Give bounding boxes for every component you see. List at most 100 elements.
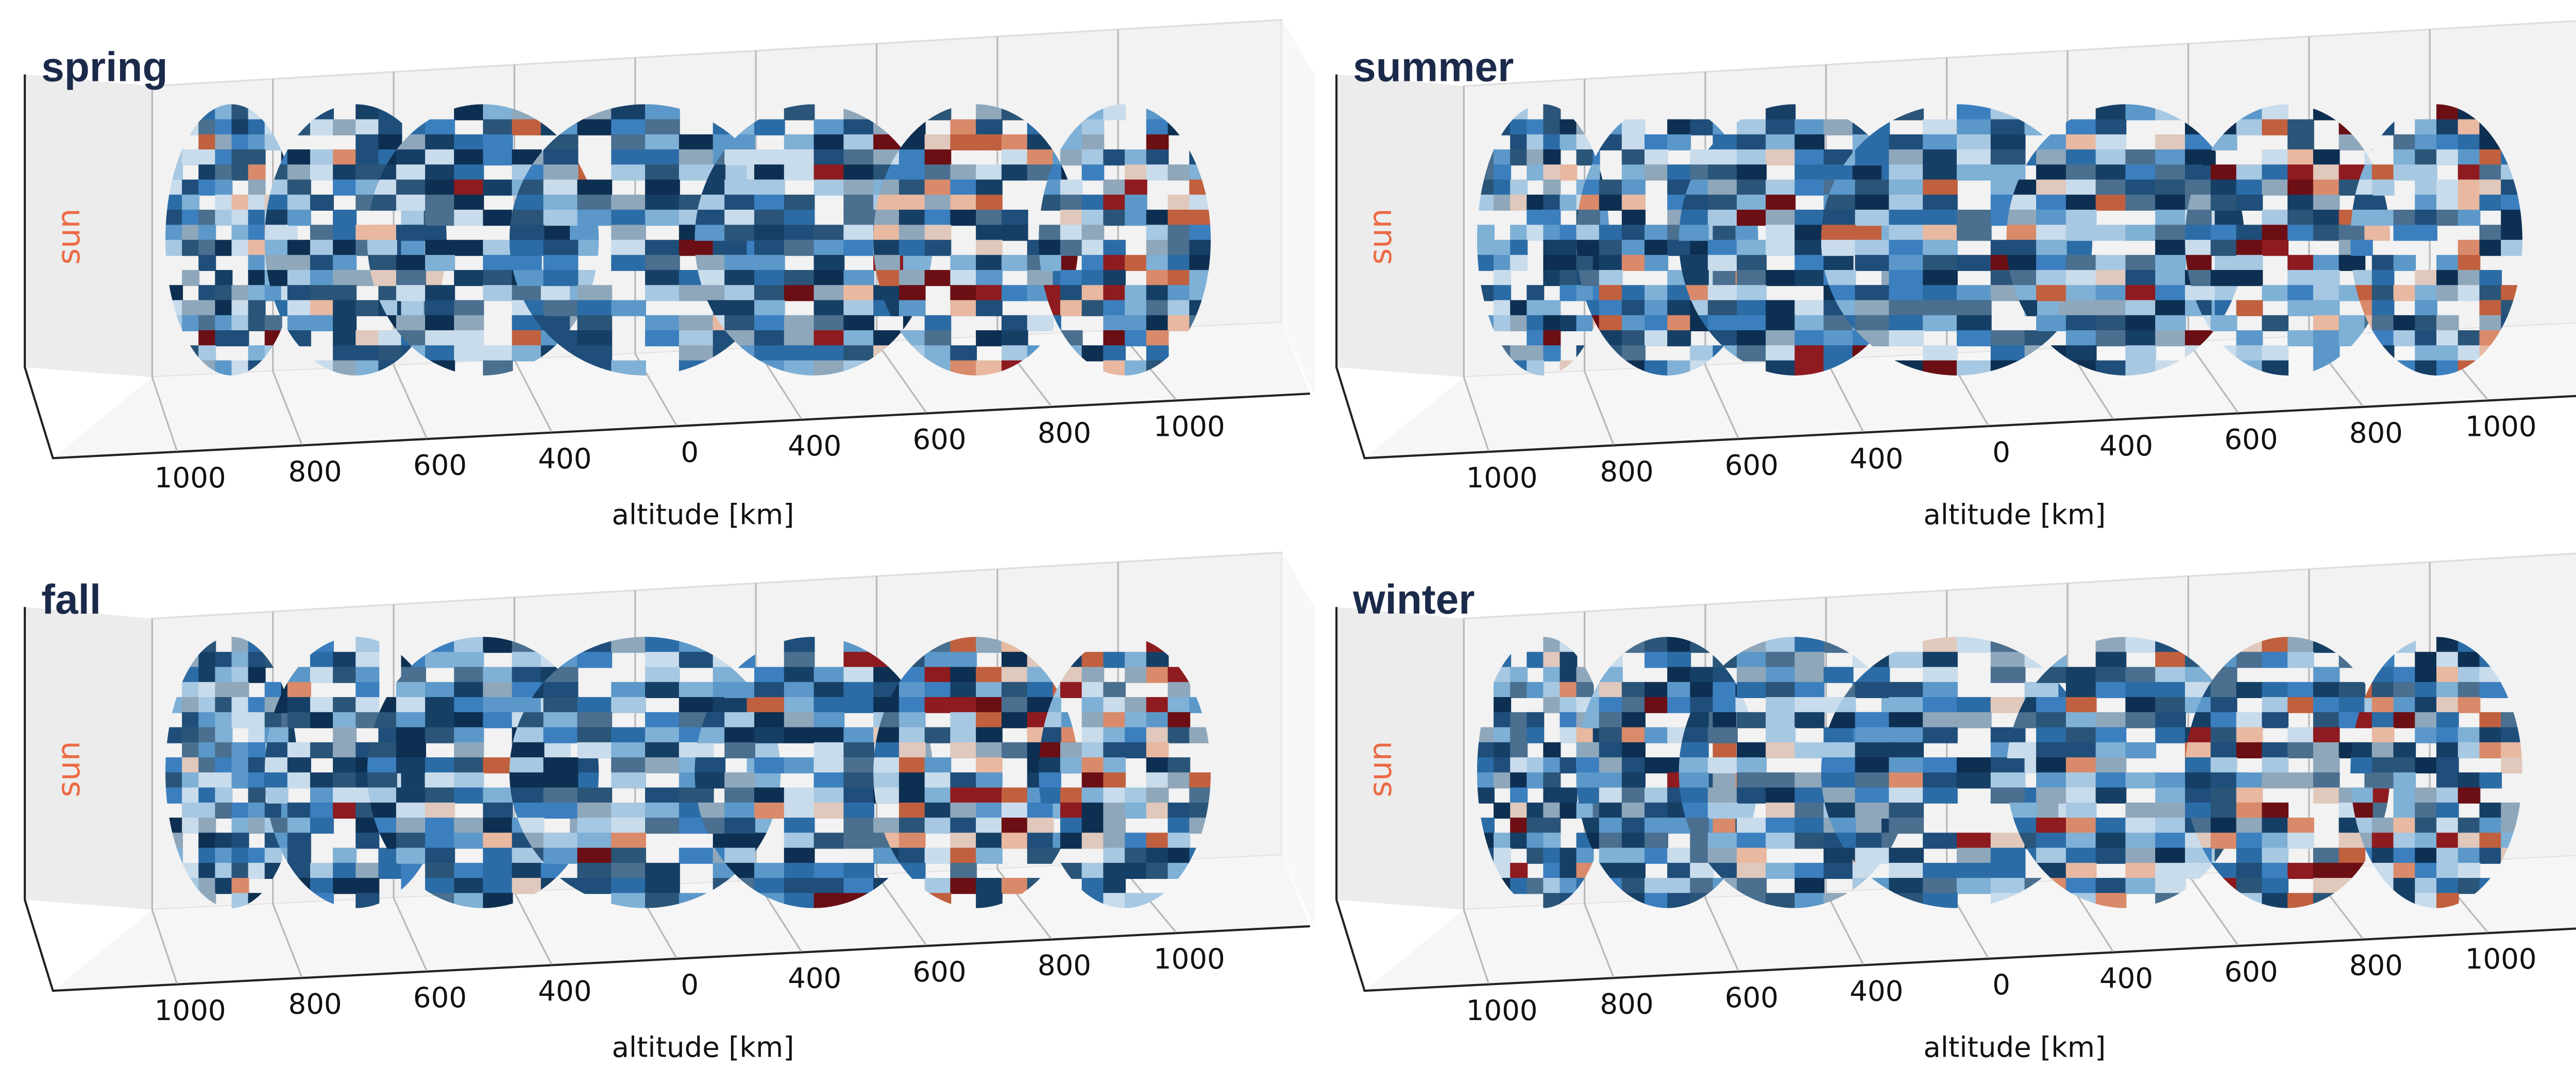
shell-patch xyxy=(1543,134,1561,150)
shell-patch xyxy=(2394,697,2416,713)
shell-patch xyxy=(1189,772,1212,788)
shell-patch xyxy=(2066,788,2097,804)
shell-patch xyxy=(1510,255,1528,271)
shell-patch xyxy=(483,134,513,150)
shell-patch xyxy=(2036,315,2067,331)
shell-patch xyxy=(1039,757,1061,773)
shell-patch xyxy=(483,878,513,894)
shell-patch xyxy=(483,255,513,271)
shell-patch xyxy=(1527,652,1544,668)
shell-patch xyxy=(2211,697,2238,713)
x-tick-label: 600 xyxy=(2224,955,2278,988)
shell-patch xyxy=(1125,285,1147,301)
x-tick-label: 600 xyxy=(912,955,966,988)
shell-patch xyxy=(814,772,845,788)
shell-patch xyxy=(2287,285,2314,301)
shell-patch xyxy=(784,863,815,879)
shell-patch xyxy=(215,315,232,331)
shell-patch xyxy=(248,818,266,834)
shell-patch xyxy=(1889,255,1924,271)
shell-patch xyxy=(1737,772,1767,788)
shell-patch xyxy=(310,878,334,894)
shell-patch xyxy=(2287,697,2314,713)
shell-patch xyxy=(2096,818,2127,834)
shell-patch xyxy=(310,772,334,788)
shell-patch xyxy=(1599,225,1623,241)
shell-patch xyxy=(425,682,455,698)
shell-patch xyxy=(1766,225,1795,241)
shell-patch xyxy=(310,863,334,879)
shell-patch xyxy=(1622,240,1646,256)
shell-patch xyxy=(754,210,785,226)
shell-patch xyxy=(401,772,425,788)
shell-patch xyxy=(1146,345,1169,361)
shell-patch xyxy=(182,788,199,804)
shell-patch xyxy=(577,818,612,834)
shell-patch xyxy=(1794,863,1824,879)
shell-patch xyxy=(2236,863,2263,879)
shell-patch xyxy=(1146,712,1169,728)
shell-patch xyxy=(1060,270,1083,286)
shell-patch xyxy=(1991,757,2026,773)
shell-patch xyxy=(1146,667,1169,683)
shell-patch xyxy=(231,818,249,834)
shell-patch xyxy=(2287,863,2314,879)
shell-patch xyxy=(2211,180,2238,196)
shell-patch xyxy=(843,210,874,226)
shell-patch xyxy=(2262,712,2289,728)
shell-patch xyxy=(843,788,874,804)
shell-patch xyxy=(1821,240,1856,256)
shell-patch xyxy=(2125,712,2156,728)
shell-patch xyxy=(2436,682,2459,698)
shell-patch xyxy=(401,210,425,226)
panel-title: winter xyxy=(1352,576,1475,623)
shell-patch xyxy=(198,255,216,271)
shell-patch xyxy=(1622,878,1646,894)
shell-patch xyxy=(1560,285,1577,301)
shell-patch xyxy=(454,697,484,713)
shell-patch xyxy=(1794,667,1824,683)
shell-patch xyxy=(1889,210,1924,226)
shell-patch xyxy=(1737,315,1767,331)
shell-patch xyxy=(1125,848,1147,864)
shell-patch xyxy=(724,742,755,758)
shell-patch xyxy=(1622,772,1646,788)
shell-patch xyxy=(2394,164,2416,180)
shell-patch xyxy=(784,134,815,150)
shell-patch xyxy=(1510,788,1528,804)
shell-patch xyxy=(899,195,926,211)
shell-patch xyxy=(541,742,571,758)
shell-patch xyxy=(611,240,646,256)
shell-patch xyxy=(231,300,249,316)
shell-patch xyxy=(724,848,755,864)
shell-patch xyxy=(2211,315,2238,331)
shell-patch xyxy=(425,757,455,773)
shell-patch xyxy=(333,315,357,331)
shell-patch xyxy=(310,225,334,241)
shell-patch xyxy=(1794,300,1824,316)
shell-patch xyxy=(899,149,926,165)
shell-patch xyxy=(454,772,484,788)
shell-patch xyxy=(925,164,952,180)
shell-patch xyxy=(396,697,426,713)
shell-patch xyxy=(544,149,579,165)
shell-patch xyxy=(1708,788,1738,804)
shell-patch xyxy=(1082,788,1105,804)
shell-patch xyxy=(577,697,612,713)
shell-patch xyxy=(231,120,249,135)
shell-patch xyxy=(1168,195,1191,211)
shell-patch xyxy=(1645,300,1668,316)
shell-patch xyxy=(976,270,1003,286)
shell-patch xyxy=(1527,120,1544,135)
shell-patch xyxy=(510,757,545,773)
shell-patch xyxy=(679,345,714,361)
shell-patch xyxy=(1560,225,1577,241)
shell-patch xyxy=(1923,772,1958,788)
shell-patch xyxy=(873,240,900,256)
shell-patch xyxy=(1824,164,1854,180)
shell-patch xyxy=(1766,742,1795,758)
shell-patch xyxy=(2066,742,2097,758)
shell-patch xyxy=(1645,652,1668,668)
shell-patch xyxy=(1713,712,1736,728)
shell-patch xyxy=(1543,863,1561,879)
